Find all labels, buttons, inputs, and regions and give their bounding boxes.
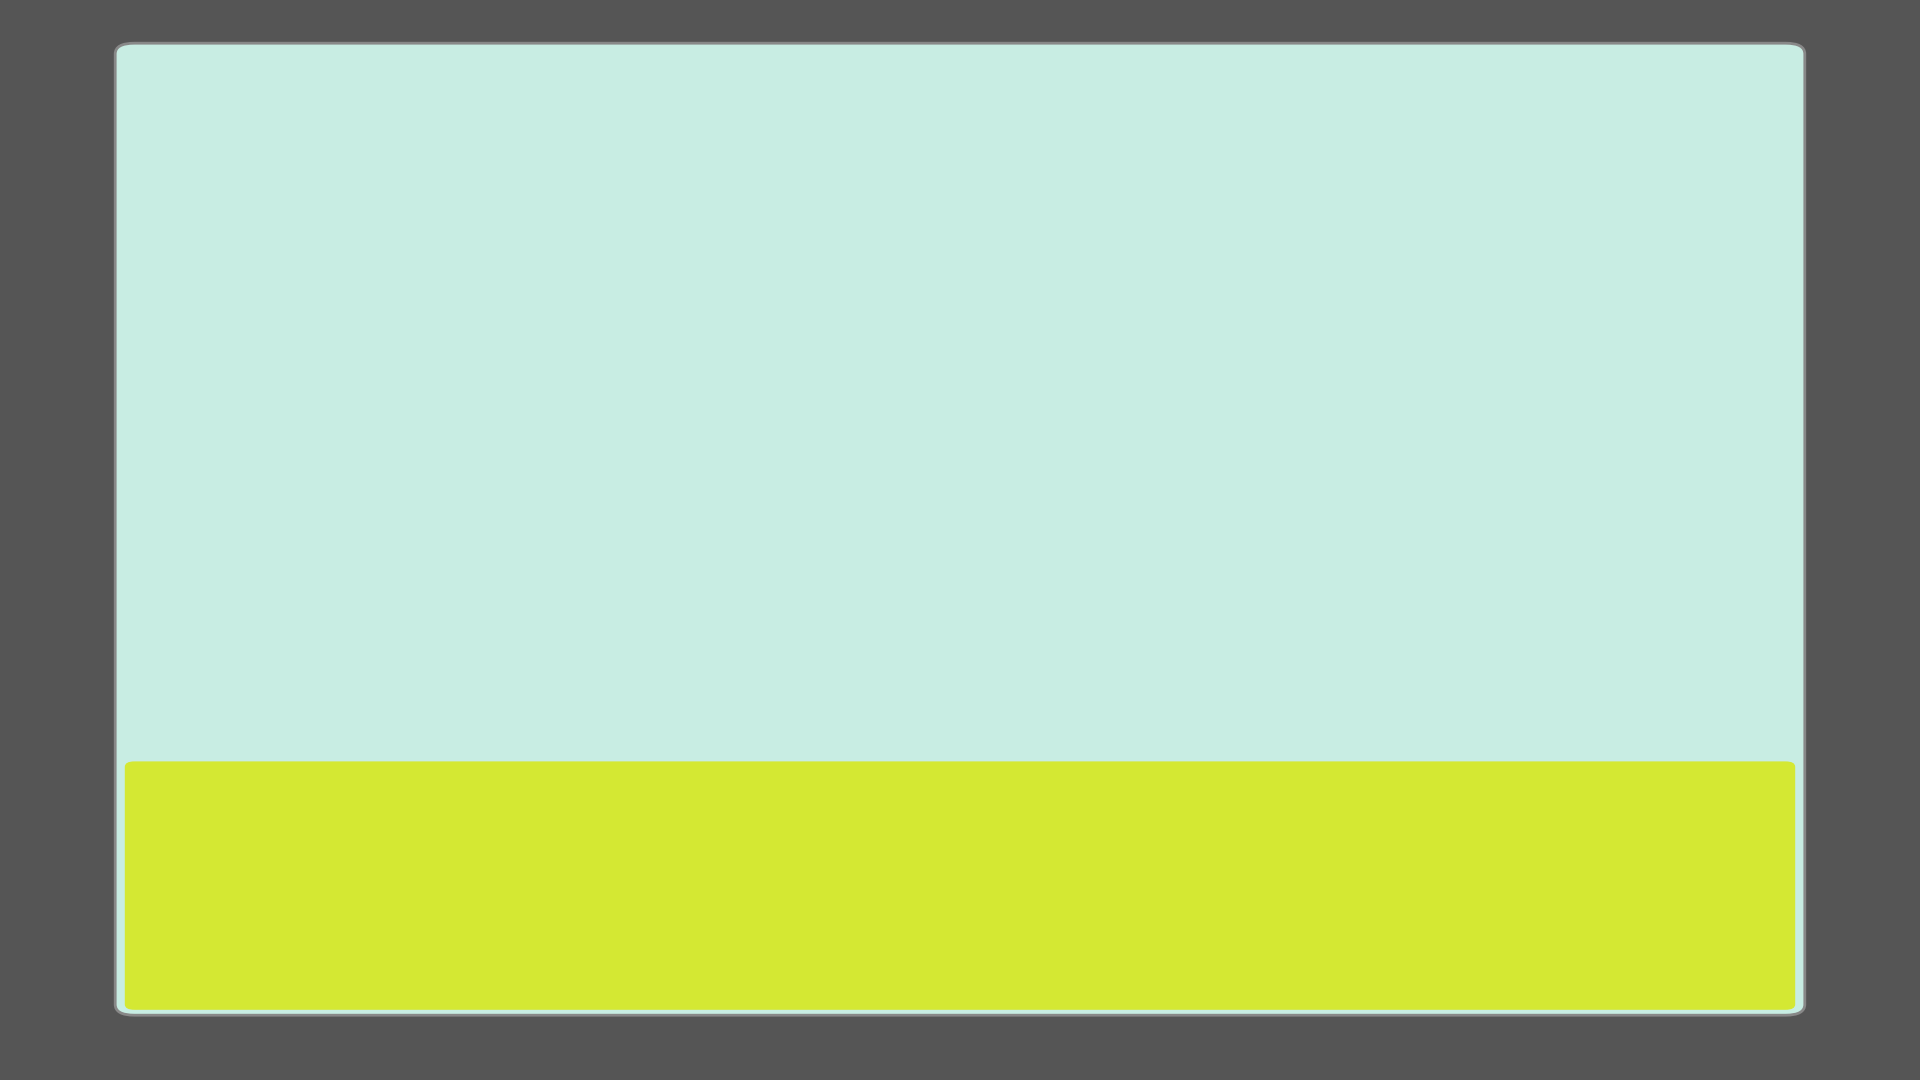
Ellipse shape (854, 313, 1066, 508)
Text: U: U (1233, 393, 1263, 428)
Text: f1 HP: f1 HP (1064, 267, 1144, 294)
Ellipse shape (566, 313, 778, 508)
Text: L: L (947, 393, 973, 428)
Text: f1 VP: f1 VP (778, 267, 854, 294)
Text: CHAIN/CASCADE CONFIGURATION: CHAIN/CASCADE CONFIGURATION (674, 796, 1246, 824)
FancyBboxPatch shape (403, 659, 1517, 875)
Text: f1 HP: f1 HP (488, 267, 568, 294)
Text: U: U (657, 393, 687, 428)
Ellipse shape (1142, 313, 1354, 508)
Text: FREQUENCY PLANNING FOR: FREQUENCY PLANNING FOR (722, 720, 1198, 748)
